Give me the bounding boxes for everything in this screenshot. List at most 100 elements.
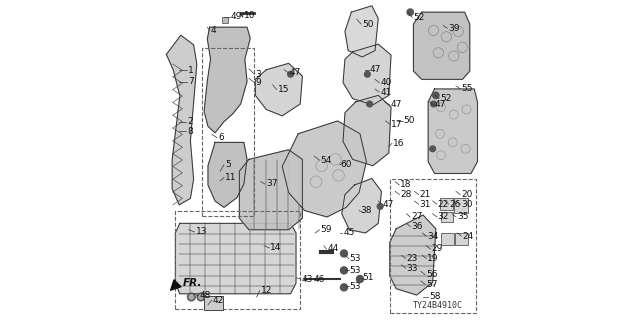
Circle shape xyxy=(340,250,348,257)
Text: 58: 58 xyxy=(429,292,440,301)
Polygon shape xyxy=(343,95,391,166)
Bar xyxy=(202,48,255,216)
Text: 5: 5 xyxy=(225,160,230,169)
Text: 19: 19 xyxy=(428,254,438,263)
Text: 31: 31 xyxy=(420,200,431,209)
Text: 15: 15 xyxy=(278,85,289,94)
Text: 57: 57 xyxy=(426,280,437,289)
Circle shape xyxy=(430,146,435,152)
Text: 14: 14 xyxy=(270,244,282,252)
Text: 55: 55 xyxy=(461,84,472,93)
Polygon shape xyxy=(239,150,302,230)
Text: 7: 7 xyxy=(188,77,194,86)
Text: 41: 41 xyxy=(380,88,392,97)
Bar xyxy=(440,198,453,210)
Bar xyxy=(454,198,468,213)
Text: 47: 47 xyxy=(435,100,446,109)
Text: 47: 47 xyxy=(390,100,402,109)
Text: 9: 9 xyxy=(255,78,261,87)
Text: 50: 50 xyxy=(404,116,415,125)
Text: 13: 13 xyxy=(196,228,207,236)
Circle shape xyxy=(407,9,413,15)
Polygon shape xyxy=(390,215,436,295)
Text: 2: 2 xyxy=(187,117,193,126)
Text: 34: 34 xyxy=(428,232,438,241)
Polygon shape xyxy=(208,142,247,207)
Circle shape xyxy=(340,267,348,274)
Bar xyxy=(390,179,476,313)
Text: 53: 53 xyxy=(349,266,361,275)
Text: 50: 50 xyxy=(362,20,373,28)
Bar xyxy=(441,212,453,222)
Circle shape xyxy=(367,101,372,107)
Text: 12: 12 xyxy=(261,286,272,295)
Bar xyxy=(455,233,468,245)
Text: 8: 8 xyxy=(187,127,193,136)
Polygon shape xyxy=(342,179,381,233)
Text: 24: 24 xyxy=(462,232,474,241)
Text: 32: 32 xyxy=(438,212,449,221)
Polygon shape xyxy=(255,63,302,116)
Bar xyxy=(204,296,223,310)
Circle shape xyxy=(378,204,383,209)
Text: 11: 11 xyxy=(225,173,236,182)
Polygon shape xyxy=(166,35,197,205)
Text: TY24B4910C: TY24B4910C xyxy=(412,301,462,310)
Text: 53: 53 xyxy=(349,254,361,263)
Text: 29: 29 xyxy=(431,244,443,253)
Text: 42: 42 xyxy=(212,296,224,305)
Text: 6: 6 xyxy=(218,133,223,142)
Bar xyxy=(441,233,454,245)
Text: 30: 30 xyxy=(461,200,472,209)
Text: 52: 52 xyxy=(440,94,451,103)
Text: 22: 22 xyxy=(438,200,449,209)
Circle shape xyxy=(365,71,370,77)
Text: 38: 38 xyxy=(360,206,371,215)
Text: 23: 23 xyxy=(407,254,418,263)
Text: 51: 51 xyxy=(362,273,374,282)
Polygon shape xyxy=(282,121,366,217)
FancyArrowPatch shape xyxy=(171,280,181,290)
Text: 4: 4 xyxy=(211,26,216,35)
Circle shape xyxy=(340,284,348,291)
Polygon shape xyxy=(204,27,250,133)
Text: 21: 21 xyxy=(420,190,431,199)
Text: 48: 48 xyxy=(200,292,211,300)
Text: 36: 36 xyxy=(412,222,422,231)
Text: 1: 1 xyxy=(188,66,194,75)
Text: 27: 27 xyxy=(412,212,422,221)
Circle shape xyxy=(189,295,194,299)
Text: 16: 16 xyxy=(393,139,404,148)
Text: 47: 47 xyxy=(290,68,301,77)
Text: 60: 60 xyxy=(341,160,352,169)
Polygon shape xyxy=(428,89,477,173)
Text: 20: 20 xyxy=(461,190,472,199)
Text: 45: 45 xyxy=(344,228,355,237)
Text: 59: 59 xyxy=(321,225,332,234)
Text: FR.: FR. xyxy=(182,278,202,288)
Circle shape xyxy=(197,293,205,301)
Text: 17: 17 xyxy=(390,120,402,129)
Text: 33: 33 xyxy=(407,264,418,273)
Text: 3: 3 xyxy=(255,70,261,79)
Text: 37: 37 xyxy=(266,180,277,188)
Text: 43: 43 xyxy=(302,275,313,284)
Text: 44: 44 xyxy=(328,244,339,253)
Polygon shape xyxy=(413,12,470,79)
Text: 47: 47 xyxy=(370,65,381,74)
Bar xyxy=(223,17,228,23)
Text: 35: 35 xyxy=(457,212,468,221)
Text: 46: 46 xyxy=(314,275,325,284)
Text: 26: 26 xyxy=(450,200,461,209)
Text: 47: 47 xyxy=(383,200,394,209)
Circle shape xyxy=(431,101,436,107)
Polygon shape xyxy=(175,223,296,294)
Circle shape xyxy=(288,71,293,77)
Circle shape xyxy=(433,92,439,99)
Polygon shape xyxy=(343,44,391,105)
Text: 39: 39 xyxy=(448,24,460,33)
Text: 18: 18 xyxy=(401,180,412,189)
Text: 10: 10 xyxy=(244,11,255,20)
Circle shape xyxy=(198,295,204,299)
Circle shape xyxy=(188,293,195,301)
